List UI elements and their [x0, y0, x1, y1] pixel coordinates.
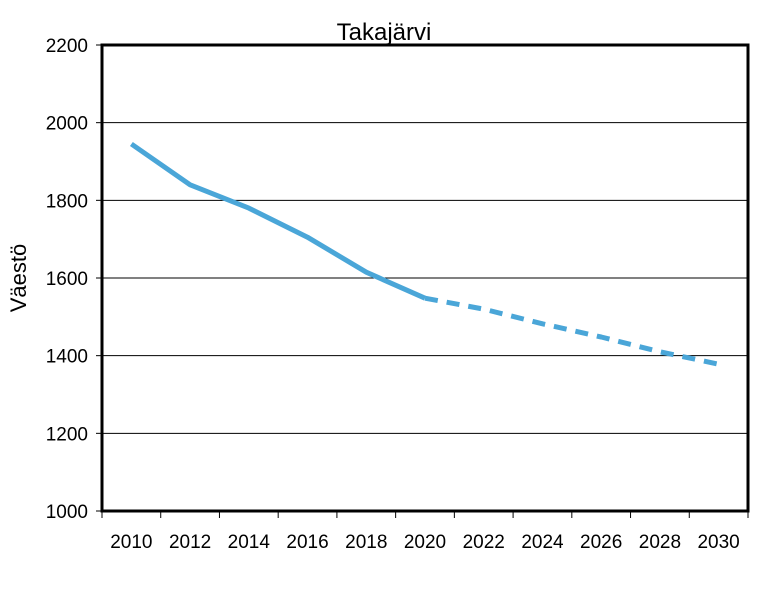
axis-ticks: 1000 1200 1400 1600 1800 2000 2200 2010 2012 2014…	[46, 36, 749, 553]
projection-line	[424, 295, 720, 367]
x-tick-label: 2014	[228, 532, 271, 553]
x-tick-label: 2010	[110, 532, 152, 553]
y-tick-label: 1200	[46, 424, 88, 445]
x-tick-label: 2016	[286, 532, 328, 553]
y-tick-label: 1800	[46, 191, 88, 212]
x-tick-label: 2024	[521, 532, 564, 553]
series-lines	[129, 141, 720, 367]
y-tick-label: 2000	[46, 114, 88, 135]
x-tick-label: 2028	[639, 532, 681, 553]
chart-title: Takajärvi	[337, 19, 432, 46]
x-tick-label: 2020	[404, 532, 446, 553]
y-tick-label: 1400	[46, 347, 88, 368]
history-line	[129, 141, 427, 301]
y-tick-label: 1600	[46, 269, 88, 290]
y-tick-label: 2200	[46, 36, 88, 57]
x-tick-label: 2030	[697, 532, 739, 553]
x-tick-label: 2022	[463, 532, 505, 553]
y-tick-label: 1000	[46, 502, 88, 523]
gridlines	[102, 122, 748, 434]
x-tick-label: 2012	[169, 532, 211, 553]
x-tick-label: 2026	[580, 532, 622, 553]
x-tick-label: 2018	[345, 532, 387, 553]
y-axis-title: Väestö	[6, 244, 31, 313]
